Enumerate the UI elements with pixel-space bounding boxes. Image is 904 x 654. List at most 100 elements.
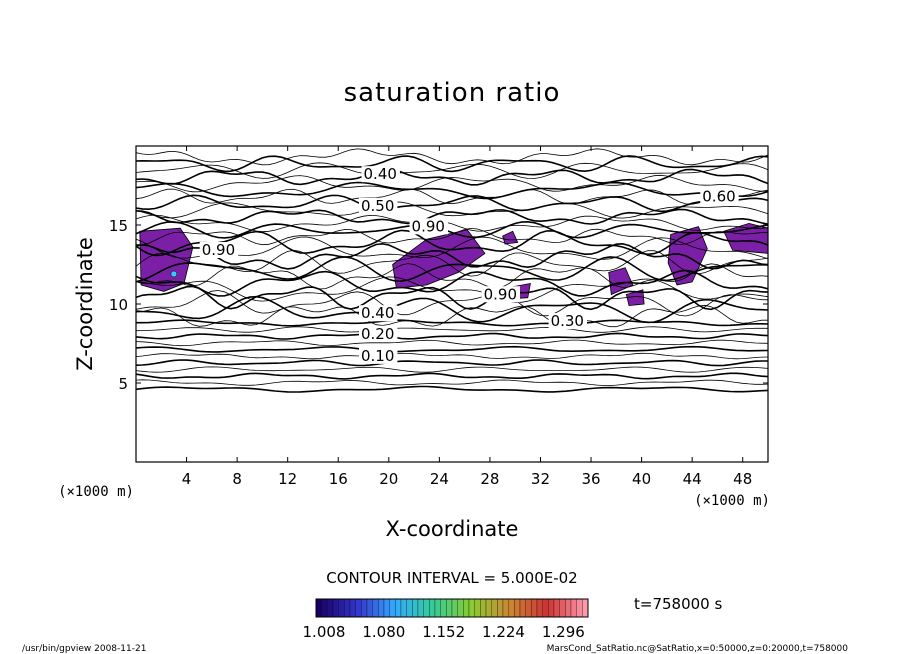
supersaturated-region [502,230,519,245]
contour-line [135,332,769,340]
contour-label: 0.50 [361,197,394,215]
y-tick-label: 15 [109,217,128,235]
contour-line [135,194,769,213]
colorbar-cell [366,598,373,618]
colorbar-cell [315,598,322,618]
contour-line [135,352,769,360]
x-tick-label: 36 [581,470,600,488]
footer-left: /usr/bin/gpview 2008-11-21 [22,644,146,654]
contour-label-bg [481,286,520,303]
colorbar-cell [468,598,475,618]
colorbar-cell [389,598,396,618]
colorbar-cell [395,598,402,618]
x-axis-label: X-coordinate [386,517,519,541]
colorbar-cell [338,598,345,618]
colorbar-tick-label: 1.152 [422,623,465,641]
contour-label-bg [700,188,739,205]
contour-line [135,372,769,380]
contour-label: 0.40 [364,165,397,183]
contour-label: 0.30 [551,312,584,330]
contour-label: 0.90 [484,285,517,303]
contour-line [135,269,769,297]
contour-label: 0.90 [202,241,235,259]
colorbar-cell [412,598,419,618]
colorbar-cell [327,598,334,618]
colorbar-cell [349,598,356,618]
time-label: t=758000 s [634,595,722,613]
y-tick-label: 5 [118,375,128,393]
contour-line [135,345,769,353]
colorbar-cell [514,598,521,618]
colorbar-cell [474,598,481,618]
contour-line [135,359,768,367]
contour-line [135,174,769,193]
colorbar-tick-labels: 1.008 1.080 1.152 1.224 1.296 [303,623,585,641]
contour-line [135,290,769,317]
contour-labels: 0.10 0.20 0.30 0.40 0.40 0.50 0.60 0.90 0.90 0.90 [199,165,739,365]
colorbar-tick-label: 1.080 [362,623,405,641]
contour-line [135,339,769,347]
contour-line [135,379,769,386]
colorbar-cell [457,598,464,618]
y-axis-label: Z-coordinate [73,237,97,371]
plot-area: 0.10 0.20 0.30 0.40 0.40 0.50 0.60 0.90 0.90 0.90 [135,145,769,463]
y-axis-ticks: 5 10 15 [109,217,768,393]
colorbar-cell [321,598,328,618]
contour-label-bg [361,166,400,183]
colorbar-cell [344,598,351,618]
contour-line [135,167,769,186]
plot-background [136,146,768,462]
contour-line [135,220,769,239]
contour-label: 0.20 [361,325,394,343]
y-tick-label: 10 [109,296,128,314]
contour-line [135,366,769,373]
colorbar-cell [542,598,549,618]
colorbar-cell [553,598,560,618]
contour-label-bg [548,313,587,330]
contour-line [135,242,769,270]
footer-right: MarsCond_SatRatio.nc@SatRatio,x=0:50000,… [547,644,849,654]
colorbar-cell [485,598,492,618]
contour-line [135,162,769,179]
chart-title: saturation ratio [344,78,561,108]
contour-line [135,181,769,200]
x-tick-label: 16 [329,470,348,488]
colorbar-cell [491,598,498,618]
colorbar-cell [378,598,385,618]
colorbar-cell [576,598,583,618]
x-tick-label: 48 [733,470,752,488]
contour-line [135,214,769,233]
colorbar-cell [355,598,362,618]
contour-line [135,229,769,257]
colorbar-cell [531,598,538,618]
colorbar-cell [434,598,441,618]
contour-line [135,304,768,328]
contour-label: 0.60 [702,187,735,205]
x-tick-label: 20 [379,470,398,488]
contour-label: 0.40 [361,304,394,322]
contour-label: 0.10 [361,347,394,365]
contour-lines [135,148,769,393]
contour-line [135,285,769,311]
colorbar-cell [582,598,589,618]
colorbar-cell [570,598,577,618]
contour-label-bg [358,305,398,322]
x-tick-label: 32 [531,470,550,488]
x-axis-ticks: 4 8 12 16 20 24 28 32 36 40 44 48 [182,146,752,488]
colorbar-cell [497,598,504,618]
colorbar-cell [536,598,543,618]
colorbar [315,598,589,618]
colorbar-cell [565,598,572,618]
x-tick-label: 40 [632,470,651,488]
colorbar-cell [548,598,555,618]
contour-line [135,208,769,225]
contour-label-bg [199,242,239,259]
colorbar-cell [423,598,430,618]
contour-line [135,148,769,166]
contour-label-bg [358,347,398,364]
x-axis-unit-left: (×1000 m) [58,484,134,500]
colorbar-cell [559,598,566,618]
colorbar-cell [383,598,390,618]
supersaturated-region [608,267,634,296]
